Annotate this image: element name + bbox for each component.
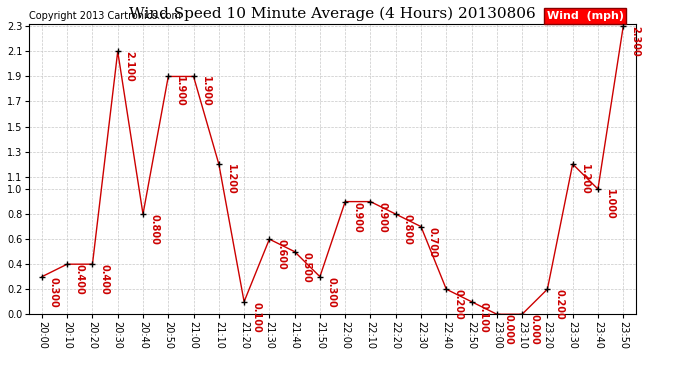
Text: Wind  (mph): Wind (mph) (546, 11, 624, 21)
Text: 0.900: 0.900 (377, 202, 387, 232)
Text: 0.800: 0.800 (150, 214, 160, 245)
Text: Copyright 2013 Cartronics.com: Copyright 2013 Cartronics.com (29, 11, 181, 21)
Text: 0.000: 0.000 (504, 314, 514, 345)
Text: 0.100: 0.100 (478, 302, 489, 333)
Text: 0.800: 0.800 (403, 214, 413, 245)
Text: 0.400: 0.400 (74, 264, 84, 295)
Text: 0.700: 0.700 (428, 226, 438, 257)
Text: 1.900: 1.900 (175, 76, 185, 107)
Text: 0.300: 0.300 (327, 277, 337, 308)
Text: 1.200: 1.200 (580, 164, 590, 195)
Text: 2.300: 2.300 (630, 26, 640, 57)
Text: 0.400: 0.400 (99, 264, 110, 295)
Text: 1.900: 1.900 (201, 76, 210, 107)
Text: 0.600: 0.600 (276, 239, 286, 270)
Text: 1.200: 1.200 (226, 164, 236, 195)
Title: Wind Speed 10 Minute Average (4 Hours) 20130806: Wind Speed 10 Minute Average (4 Hours) 2… (129, 7, 536, 21)
Text: 0.100: 0.100 (251, 302, 261, 333)
Text: 1.000: 1.000 (605, 189, 615, 220)
Text: 0.300: 0.300 (49, 277, 59, 308)
Text: 0.200: 0.200 (554, 289, 564, 320)
Text: 0.900: 0.900 (352, 202, 362, 232)
Text: 2.100: 2.100 (125, 51, 135, 82)
Text: 0.000: 0.000 (529, 314, 539, 345)
Text: 0.500: 0.500 (302, 252, 312, 282)
Text: 0.200: 0.200 (453, 289, 463, 320)
